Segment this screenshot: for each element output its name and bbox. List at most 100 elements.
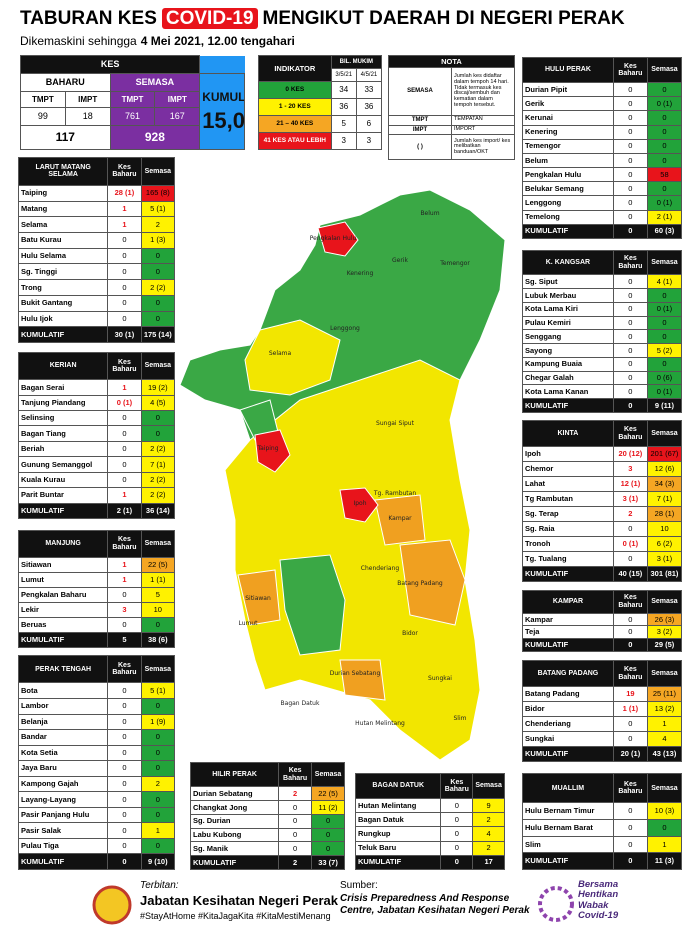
new-cases: 0 xyxy=(107,425,142,442)
active-cases: 1 (1) xyxy=(140,571,176,588)
active-cases: 5 (2) xyxy=(646,343,683,358)
row: Hulu Bernam Timur 0 10 (3) xyxy=(522,802,683,821)
district-table: HILIR PERAK Kes Baharu Semasa Durian Sebata… xyxy=(189,761,345,870)
col-header: Semasa xyxy=(646,590,683,614)
row: Bagan Serai 1 19 (2) xyxy=(17,379,176,396)
new-cases: 0 xyxy=(107,410,142,427)
locality: Sg. Raia xyxy=(522,521,614,538)
row: Bagan Tiang 0 0 xyxy=(17,425,176,442)
col-header: Semasa xyxy=(140,351,176,381)
row: Belum 0 0 xyxy=(522,152,683,169)
active-cases: 0 xyxy=(140,247,176,265)
new-cases: 0 xyxy=(107,760,142,777)
row: Bagan Datuk 0 2 xyxy=(354,812,505,828)
map-yellow xyxy=(224,359,481,761)
total-value: 38 (6) xyxy=(140,631,176,649)
locality: Rungkup xyxy=(354,826,442,842)
district-table: MANJUNG Kes Baharu Semasa Sitiawan 1 22 (5) Lu… xyxy=(17,530,176,649)
nota-key: IMPT xyxy=(388,124,452,136)
total-value: 0 xyxy=(612,398,648,413)
row: Chenderiang 0 1 xyxy=(522,716,683,733)
active-cases: 10 (3) xyxy=(646,802,683,821)
header-row: HILIR PERAK Kes Baharu Semasa xyxy=(189,761,345,788)
locality: Kota Lama Kiri xyxy=(522,301,614,317)
map-label: Pengkalan Hulu xyxy=(310,235,357,242)
locality: Kerunai xyxy=(522,110,614,126)
map-label: Hutan Melintang xyxy=(355,720,405,727)
row: Temelong 0 2 (1) xyxy=(522,209,683,225)
total-row: KUMULATIF 2 33 (7) xyxy=(189,855,345,870)
new-cases: 1 xyxy=(107,216,142,233)
active-cases: 2 xyxy=(472,812,505,828)
col-header: Kes Baharu xyxy=(612,659,648,688)
row: Kota Lama Kiri 0 0 (1) xyxy=(522,301,683,317)
locality: Lubuk Merbau xyxy=(522,288,614,303)
row: Hutan Melintang 0 9 xyxy=(354,798,505,814)
map-green xyxy=(279,554,346,656)
locality: Senggang xyxy=(522,329,614,345)
locality: Durian Sebatang xyxy=(189,786,280,802)
kumulatif-value: 15,066 xyxy=(202,108,245,134)
total-value: 36 (14) xyxy=(140,502,176,519)
active-cases: 0 xyxy=(140,760,176,777)
header-row: MUALLIM Kes Baharu Semasa xyxy=(522,772,683,804)
locality: Hulu Bernam Barat xyxy=(522,819,614,837)
active-cases: 0 xyxy=(646,329,683,345)
district-name: KERIAN xyxy=(17,351,109,381)
district-name: MUALLIM xyxy=(522,772,614,804)
source: Crisis Preparedness And Response Centre,… xyxy=(340,893,530,916)
row: Belukar Semang 0 0 xyxy=(522,181,683,197)
value: 167 xyxy=(154,107,201,127)
updated: Dikemaskini sehingga xyxy=(20,34,137,48)
total-row: KUMULATIF 0 9 (11) xyxy=(522,398,683,413)
row: 99 18 761 167 xyxy=(20,107,245,127)
row: Changkat Jong 0 11 (2) xyxy=(189,800,345,815)
total-row: KUMULATIF 0 29 (5) xyxy=(522,638,683,652)
locality: Selama xyxy=(17,216,109,233)
active-cases: 0 xyxy=(646,288,683,303)
locality: Lumut xyxy=(17,571,109,588)
active-cases: 2 (2) xyxy=(140,471,176,489)
district-name: K. KANGSAR xyxy=(522,249,614,276)
new-cases: 1 xyxy=(107,487,142,504)
active-cases: 0 xyxy=(646,110,683,126)
col-header: Semasa xyxy=(646,56,683,84)
new-cases: 0 xyxy=(612,370,648,386)
header-row: MANJUNG Kes Baharu Semasa xyxy=(17,530,176,558)
locality: Hutan Melintang xyxy=(354,798,442,814)
new-cases: 1 xyxy=(107,379,142,396)
map-orange xyxy=(339,659,386,701)
map-red xyxy=(339,487,379,523)
row: Sg. Durian 0 0 xyxy=(189,813,345,829)
row: IMPT IMPORT xyxy=(388,124,515,136)
district-table: K. KANGSAR Kes Baharu Semasa Sg. Siput 0 4 (1… xyxy=(522,249,683,413)
header: NOTA xyxy=(388,55,515,68)
value: 3 xyxy=(330,132,357,150)
new-cases: 0 xyxy=(612,802,648,821)
new-cases: 0 xyxy=(612,124,648,140)
new-cases: 0 xyxy=(107,586,142,603)
row: Kerunai 0 0 xyxy=(522,110,683,126)
district-table: HULU PERAK Kes Baharu Semasa Durian Pipit 0 0… xyxy=(522,56,683,240)
map-orange xyxy=(374,494,426,546)
map-label: Sitiawan xyxy=(245,595,271,602)
locality: Lekir xyxy=(17,601,109,618)
row: Trong 0 2 (2) xyxy=(17,279,176,296)
row: TMPT TEMPATAN xyxy=(388,114,515,126)
total-value: 5 xyxy=(107,631,142,649)
total-label: KUMULATIF xyxy=(17,326,109,343)
total-label: KUMULATIF xyxy=(522,638,614,652)
active-cases: 1 xyxy=(646,835,683,854)
total-value: 175 (14) xyxy=(140,326,176,343)
locality: Tronoh xyxy=(522,536,614,552)
locality: Hulu Bernam Timur xyxy=(522,802,614,821)
new-cases: 0 xyxy=(612,384,648,400)
active-cases: 2 (1) xyxy=(646,209,683,225)
total-label: KUMULATIF xyxy=(17,853,109,870)
indicator-label: 41 KES ATAU LEBIH xyxy=(258,132,332,150)
source-label: Sumber: xyxy=(340,880,378,891)
row: Ipoh 20 (12) 201 (67) xyxy=(522,446,683,463)
active-cases: 25 (11) xyxy=(646,686,683,703)
active-cases: 0 xyxy=(646,315,683,331)
new-cases: 0 xyxy=(107,822,142,839)
